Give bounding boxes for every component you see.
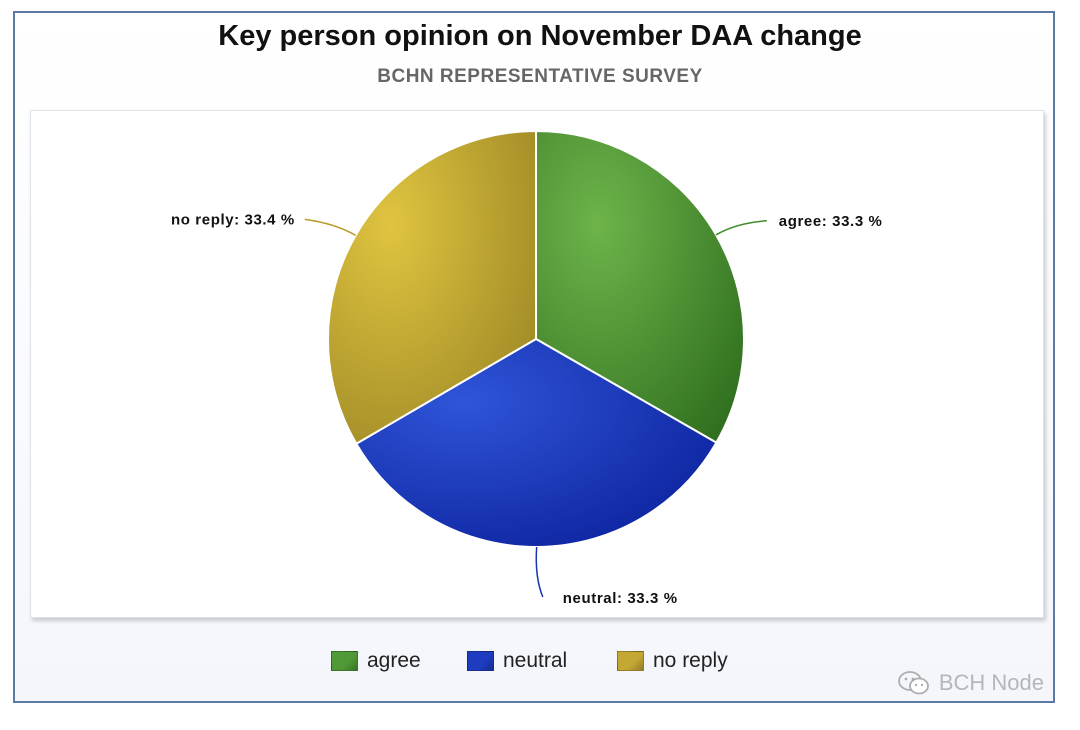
data-label-neutral: neutral: 33.3 % — [563, 590, 678, 607]
legend-item-agree[interactable]: agree — [331, 646, 421, 676]
plot-area: agree: 33.3 % neutral: 33.3 % no reply: 33… — [30, 110, 1044, 618]
label-connector-no-reply — [304, 218, 357, 237]
pie-slice-neutral[interactable] — [354, 337, 718, 548]
legend-item-neutral[interactable]: neutral — [467, 646, 567, 676]
pie-slice-agree[interactable] — [535, 129, 745, 444]
watermark: BCH Node — [897, 670, 1044, 696]
legend-label: neutral — [503, 649, 568, 672]
label-connector-neutral — [535, 546, 544, 598]
legend-label: agree — [367, 649, 421, 672]
legend-label: no reply — [653, 649, 728, 672]
legend-swatch — [617, 651, 644, 671]
legend-swatch — [331, 651, 358, 671]
chart-subtitle: BCHN REPRESENTATIVE SURVEY — [377, 66, 703, 87]
watermark-text: BCH Node — [938, 670, 1044, 695]
pie-chart: agree: 33.3 % neutral: 33.3 % no reply: 33… — [171, 129, 883, 607]
pie-slice-no-reply[interactable] — [327, 129, 537, 446]
label-connector-agree — [715, 220, 767, 236]
data-label-agree: agree: 33.3 % — [779, 213, 883, 230]
legend: agree neutral no reply — [0, 646, 1080, 676]
chart-title: Key person opinion on November DAA chang… — [218, 20, 862, 52]
legend-swatch — [467, 651, 494, 671]
data-label-no-reply: no reply: 33.4 % — [171, 211, 295, 228]
wechat-icon — [897, 671, 929, 695]
legend-item-no-reply[interactable]: no reply — [617, 646, 728, 676]
